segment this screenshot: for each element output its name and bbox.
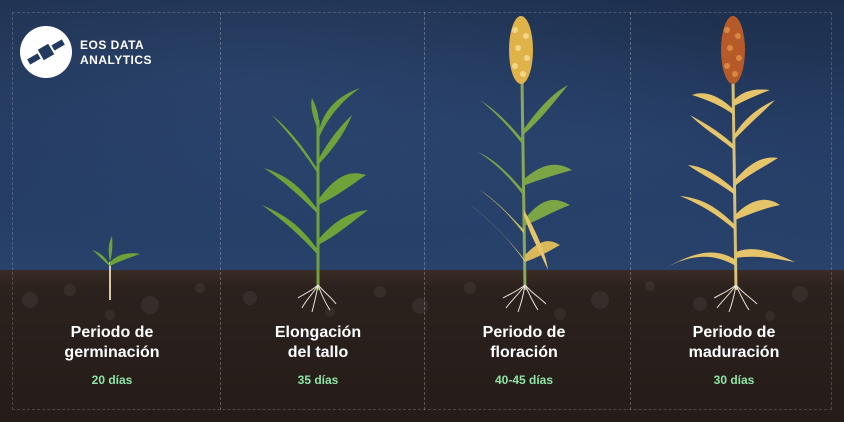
brand-line-2: ANALYTICS xyxy=(80,53,153,67)
plants-illustration xyxy=(92,16,795,313)
stage-title-line-2: maduración xyxy=(688,344,780,361)
dashed-frame xyxy=(12,12,832,410)
stage-title-line-1: Elongación xyxy=(274,324,362,341)
stage-label-flowering: Periodo de floración 40-45 días xyxy=(424,323,624,387)
column-divider xyxy=(424,12,425,410)
sky-background xyxy=(0,0,844,272)
stage-title-line-2: floración xyxy=(490,344,558,361)
maturation-plant xyxy=(665,16,795,313)
soil-background xyxy=(0,270,844,422)
stage-duration: 40-45 días xyxy=(494,373,554,387)
elongation-plant xyxy=(262,88,368,313)
stage-title-line-1: Periodo de xyxy=(70,324,154,341)
satellite-icon xyxy=(27,39,65,65)
logo-circle xyxy=(20,26,72,78)
flowering-plant xyxy=(470,16,572,313)
stage-title-line-2: del tallo xyxy=(287,344,349,361)
stage-duration: 35 días xyxy=(297,373,339,387)
column-divider xyxy=(630,12,631,410)
seedling-plant xyxy=(92,236,140,300)
stage-duration: 20 días xyxy=(91,373,133,387)
brand-logo: EOS DATA ANALYTICS xyxy=(20,20,170,80)
brand-name: EOS DATA ANALYTICS xyxy=(80,38,152,68)
stage-label-maturation: Periodo de maduración 30 días xyxy=(634,323,834,387)
brand-line-1: EOS DATA xyxy=(80,38,145,52)
stage-label-germination: Periodo de germinación 20 días xyxy=(12,323,212,387)
stage-title-line-1: Periodo de xyxy=(692,324,776,341)
stage-duration: 30 días xyxy=(713,373,755,387)
stage-label-elongation: Elongación del tallo 35 días xyxy=(218,323,418,387)
stage-title-line-2: germinación xyxy=(64,344,160,361)
column-divider xyxy=(220,12,221,410)
stage-title-line-1: Periodo de xyxy=(482,324,566,341)
soil-pebbles xyxy=(22,281,808,321)
